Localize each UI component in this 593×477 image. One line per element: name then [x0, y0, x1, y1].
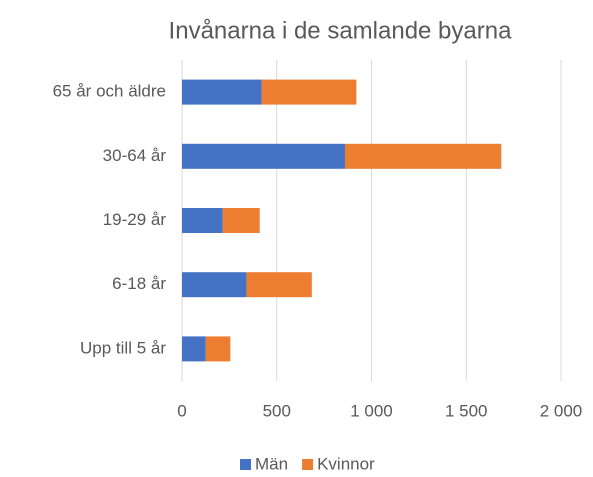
x-tick-label: 500 [263, 401, 291, 420]
bar [182, 272, 247, 298]
x-tick-label: 0 [177, 401, 186, 420]
bar [182, 208, 223, 233]
bar [182, 143, 345, 169]
bar [182, 336, 206, 362]
legend-label: Män [255, 454, 288, 473]
x-tick-label: 2 000 [540, 401, 583, 420]
bar [261, 79, 357, 105]
bar [222, 208, 260, 233]
legend-swatch [302, 459, 314, 470]
y-tick-label: 65 år och äldre [53, 82, 166, 101]
bar [182, 79, 262, 105]
y-tick-label: 19-29 år [103, 210, 167, 229]
x-tick-label: 1 500 [445, 401, 488, 420]
y-tick-label: 6-18 år [112, 274, 166, 293]
bar [246, 272, 312, 298]
bar [205, 336, 231, 362]
legend-label: Kvinnor [317, 454, 375, 473]
bar [344, 143, 502, 169]
y-tick-label: Upp till 5 år [80, 338, 166, 357]
y-tick-label: 30-64 år [103, 146, 167, 165]
chart-title: Invånarna i de samlande byarna [169, 17, 513, 44]
x-tick-label: 1 000 [350, 401, 393, 420]
legend-swatch [240, 459, 251, 470]
